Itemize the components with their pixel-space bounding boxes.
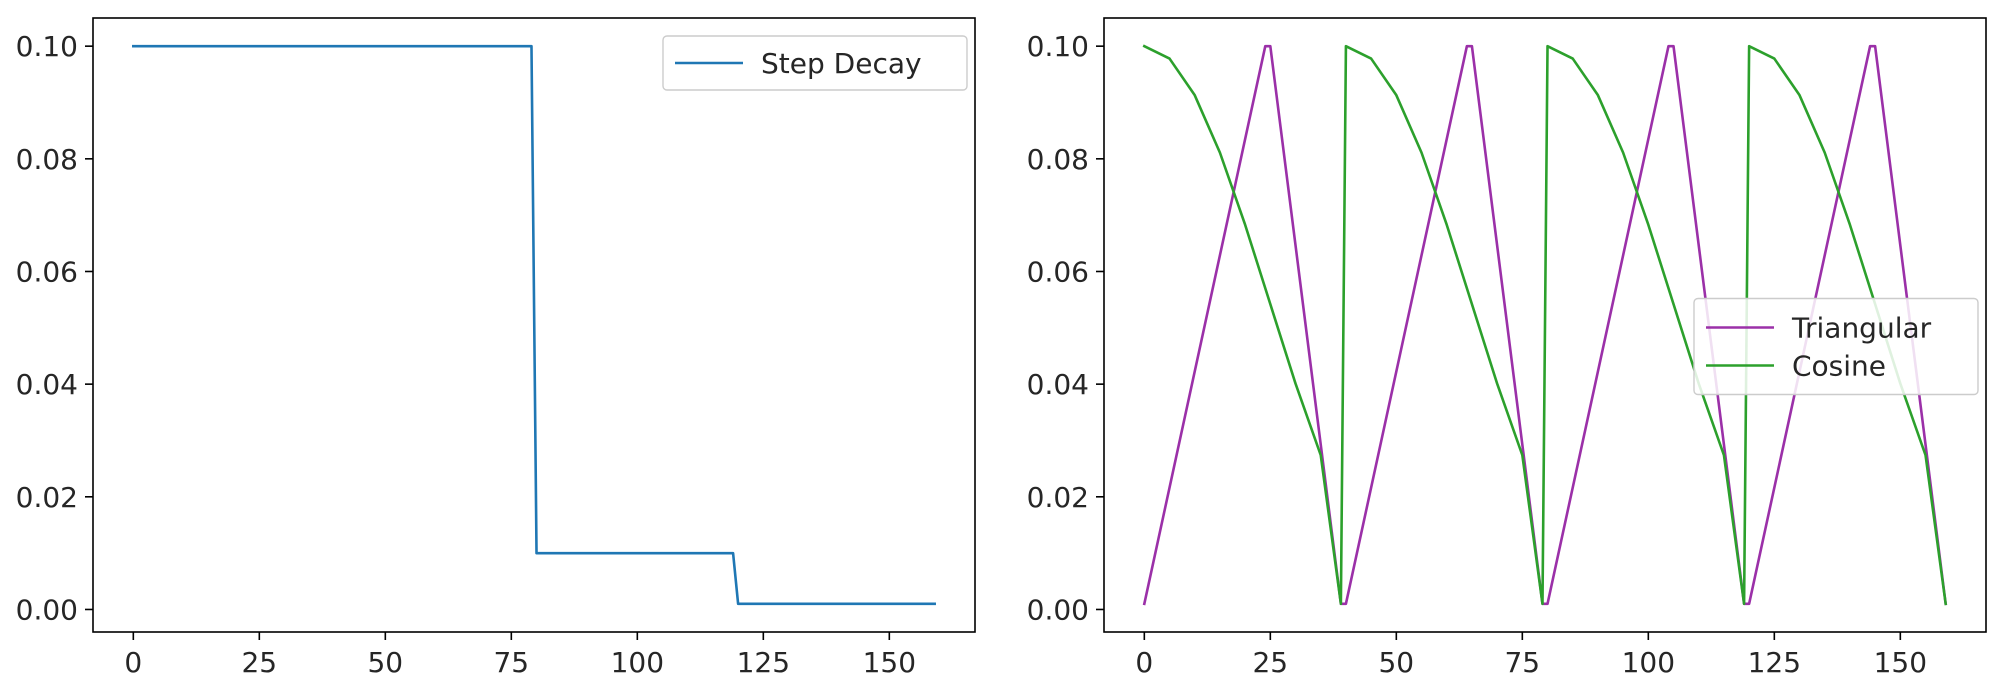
x-tick-label: 50 xyxy=(1378,646,1414,679)
legend: Step Decay xyxy=(662,35,968,91)
chart-panel-1: 0 25 50 75 100 125 150 0.00 0.02 0.04 0.06 0.08 0.10… xyxy=(16,17,976,679)
y-tick-label: 0.08 xyxy=(1027,143,1089,176)
y-tick-label: 0.06 xyxy=(1027,255,1089,288)
y-tick-label: 0.06 xyxy=(16,255,78,288)
x-tick-label: 25 xyxy=(241,646,277,679)
axes-frame xyxy=(92,17,976,633)
legend: Triangular Cosine xyxy=(1693,297,1979,396)
y-tick-label: 0.02 xyxy=(16,481,78,514)
legend-box xyxy=(662,35,968,91)
x-tick-label: 125 xyxy=(737,646,790,679)
y-tick-label: 0.04 xyxy=(16,368,78,401)
x-tick-label: 75 xyxy=(493,646,529,679)
x-tick-label: 100 xyxy=(1622,646,1675,679)
x-tick-label: 75 xyxy=(1504,646,1540,679)
y-tick-label: 0.00 xyxy=(16,593,78,626)
x-tick-label: 150 xyxy=(1874,646,1927,679)
x-tick-label: 0 xyxy=(124,646,142,679)
y-tick-label: 0.00 xyxy=(1027,593,1089,626)
y-tick-label: 0.02 xyxy=(1027,481,1089,514)
legend-label: Triangular xyxy=(1791,311,1932,344)
series-line-cosine xyxy=(1142,44,1948,606)
y-tick-label: 0.08 xyxy=(16,143,78,176)
series-line-step-decay xyxy=(132,44,936,606)
axes-frame xyxy=(1103,17,1987,633)
legend-box xyxy=(1693,297,1979,396)
legend-label: Step Decay xyxy=(761,47,922,80)
y-tick-label: 0.10 xyxy=(16,30,78,63)
x-tick-label: 25 xyxy=(1252,646,1288,679)
legend-label: Cosine xyxy=(1792,349,1886,382)
y-tick-label: 0.10 xyxy=(1027,30,1089,63)
x-tick-label: 150 xyxy=(863,646,916,679)
x-tick-label: 100 xyxy=(611,646,664,679)
x-tick-label: 50 xyxy=(367,646,403,679)
x-tick-label: 125 xyxy=(1748,646,1801,679)
y-tick-label: 0.04 xyxy=(1027,368,1089,401)
x-tick-label: 0 xyxy=(1135,646,1153,679)
chart-panel-2: 0 25 50 75 100 125 150 0.00 0.02 0.04 0.06 0.08 0.10… xyxy=(1027,17,1987,679)
